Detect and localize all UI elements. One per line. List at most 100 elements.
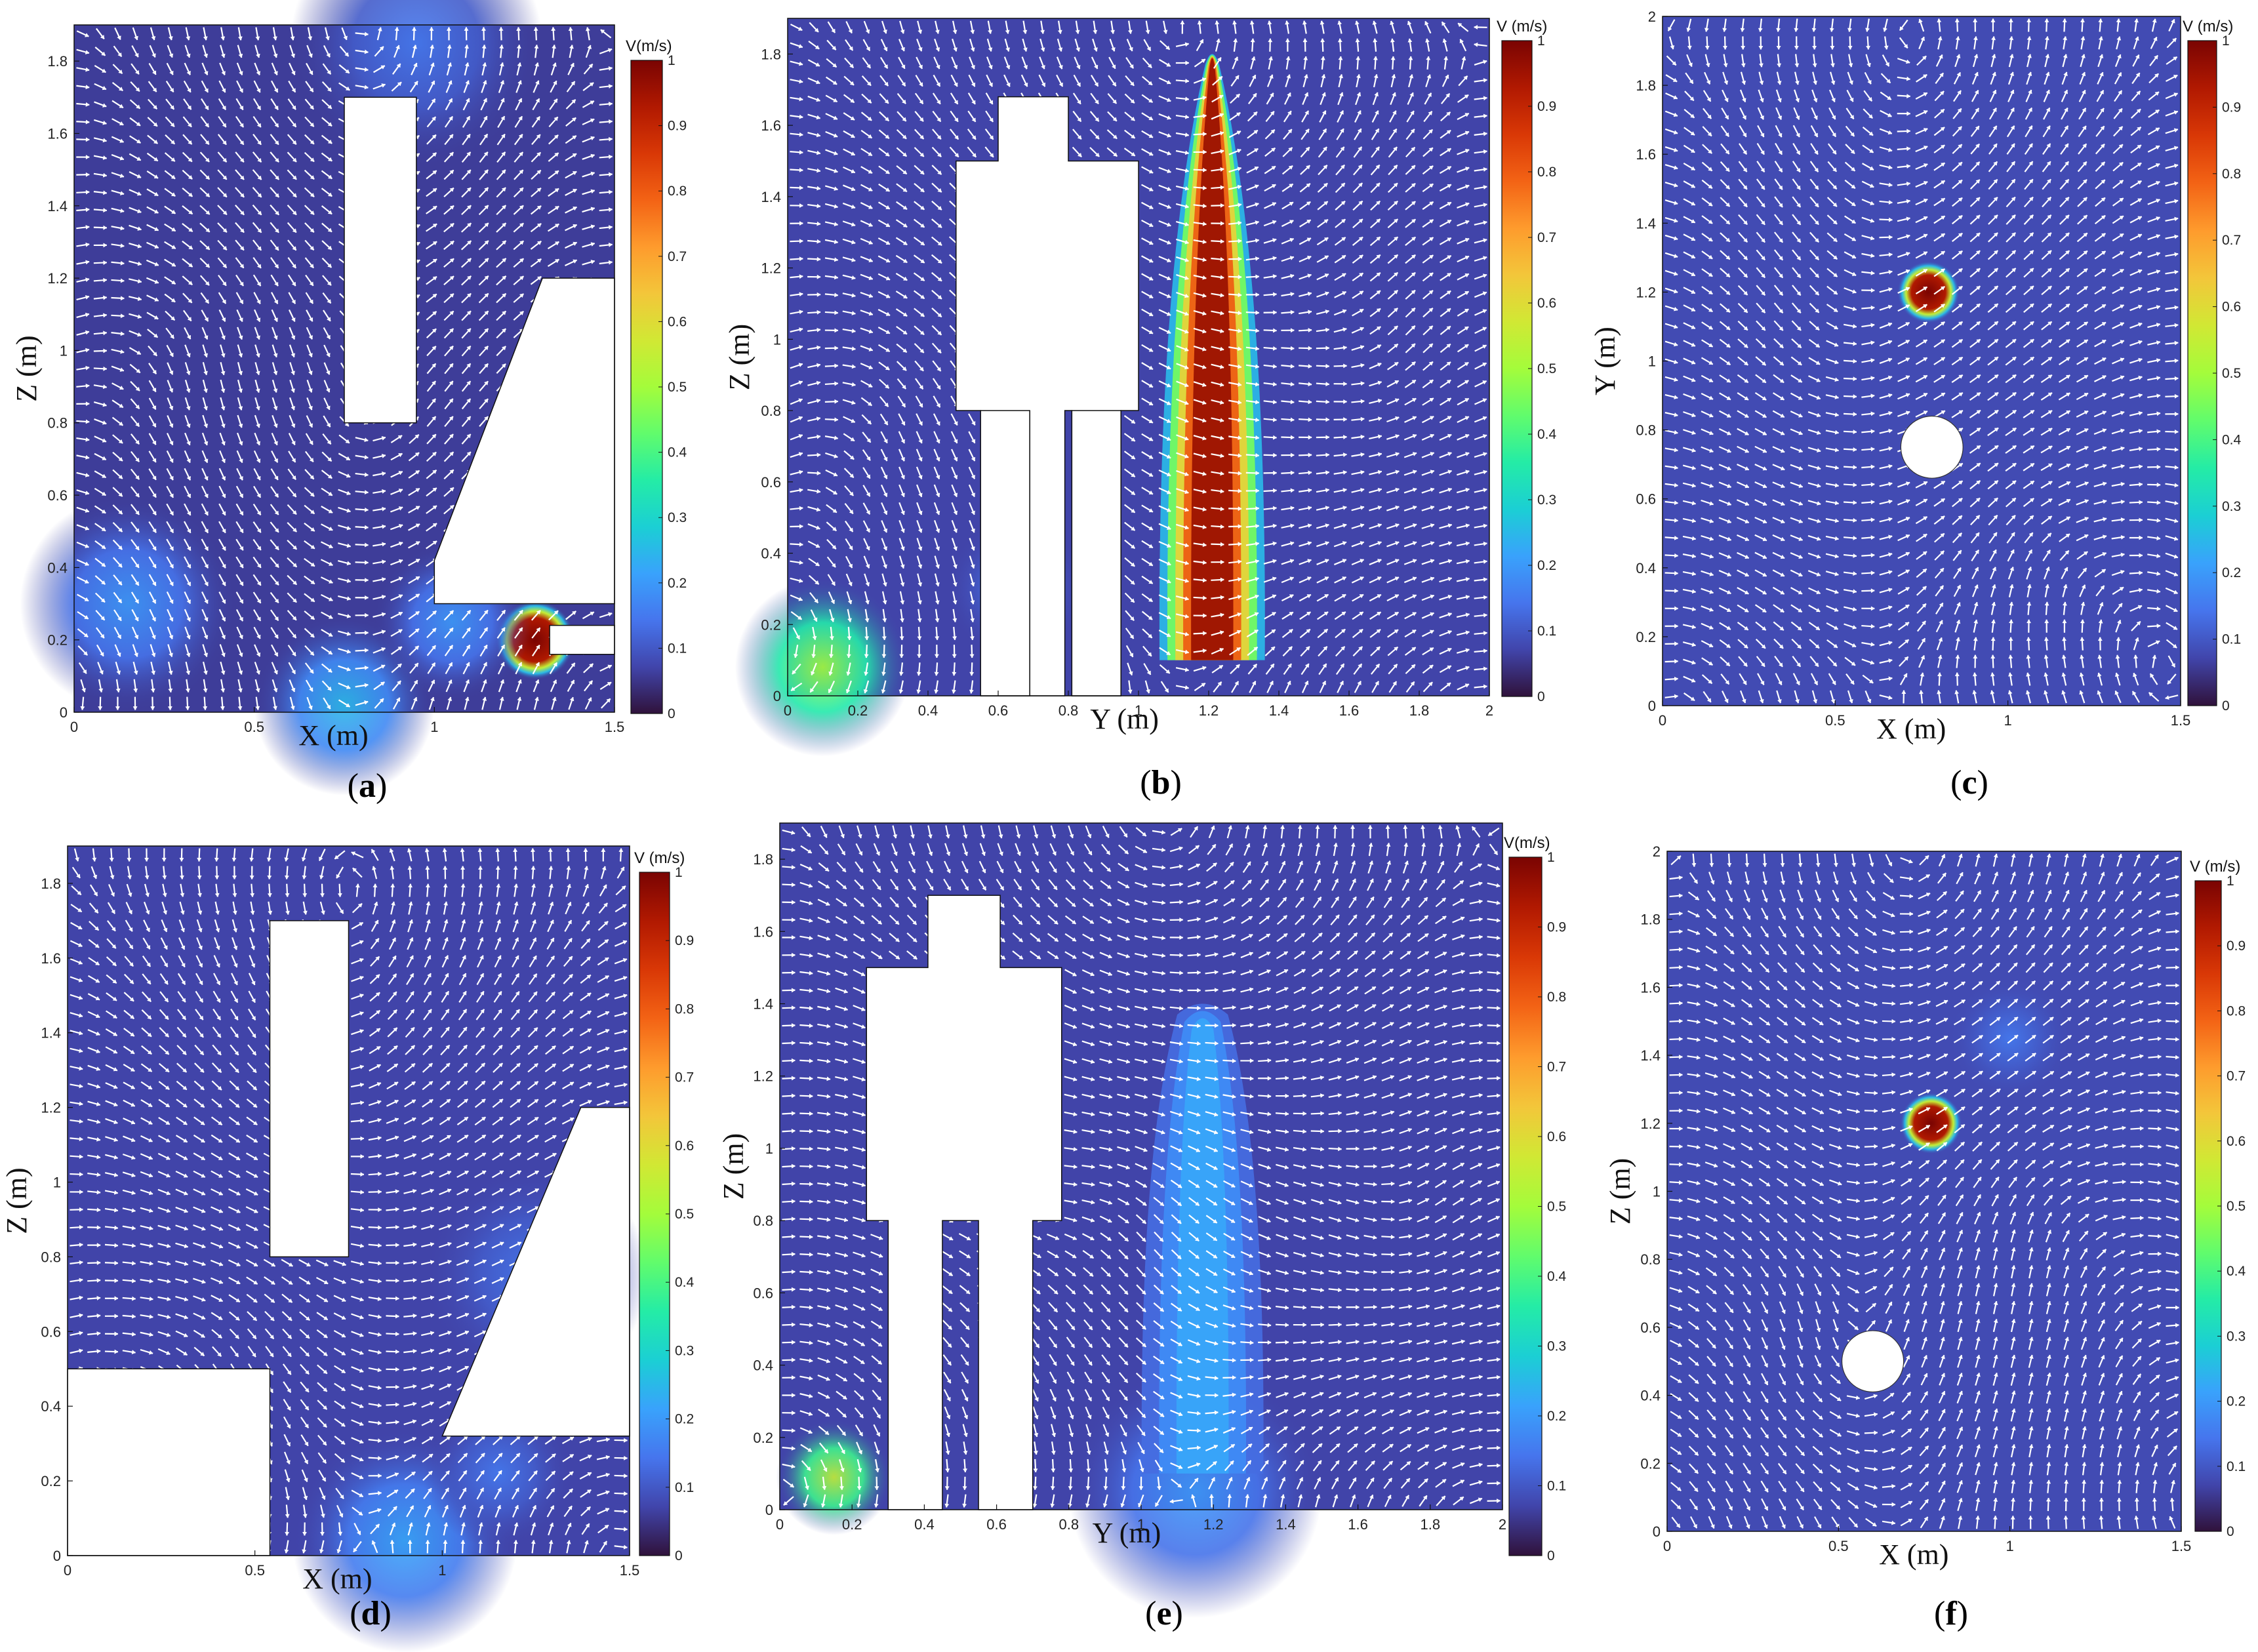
speed-hotspot <box>1948 977 2072 1100</box>
colorbar-tick-label: 0.8 <box>675 1001 694 1017</box>
y-tick-label: 1 <box>1653 1184 1661 1200</box>
colorbar-tick-label: 0.1 <box>2227 1459 2246 1474</box>
y-tick-label: 1.6 <box>1640 979 1661 996</box>
colorbar-tick-label: 0.7 <box>1547 1060 1566 1075</box>
panel-a: 0 0.5 1 1.5 0 0.2 0.4 0.6 0.8 1 1.2 1.4 1.6 1.8 X (m) Z… <box>10 0 687 805</box>
colorbar-tick-label: 0.8 <box>1547 990 1566 1005</box>
y-tick-label: 1.6 <box>47 125 68 142</box>
y-tick-label: 1.8 <box>41 876 61 892</box>
colorbar <box>639 872 670 1556</box>
x-tick-label: 0.4 <box>918 702 938 719</box>
x-tick-label: 0.8 <box>1058 702 1079 719</box>
obstacle <box>67 1368 271 1556</box>
colorbar-tick-label: 0.6 <box>668 314 687 329</box>
y-tick-label: 1.8 <box>47 53 68 70</box>
x-tick-label: 0.2 <box>848 702 868 719</box>
colorbar-tick-label: 1 <box>2227 874 2234 889</box>
y-tick-label: 0.6 <box>761 474 781 491</box>
x-tick-label: 1.4 <box>1269 702 1289 719</box>
colorbar-tick-label: 0.2 <box>668 576 687 591</box>
y-tick-label: 0.6 <box>47 487 68 504</box>
panel-caption: (d) <box>350 1595 392 1632</box>
colorbar-tick-label: 1 <box>2222 33 2230 49</box>
x-axis-label: X (m) <box>1876 713 1946 745</box>
x-tick-label: 0.5 <box>244 719 264 735</box>
y-tick-label: 0.4 <box>761 546 781 562</box>
x-tick-label: 0.5 <box>245 1562 265 1579</box>
x-tick-label: 1 <box>430 719 438 735</box>
colorbar-tick-label: 0 <box>668 706 675 721</box>
x-tick-label: 2 <box>1485 702 1493 719</box>
colorbar-tick-label: 0.6 <box>1537 296 1556 311</box>
colorbar-tick-label: 0.4 <box>675 1275 695 1290</box>
panel-caption: (a) <box>348 767 388 805</box>
y-tick-label: 1.2 <box>753 1068 773 1085</box>
colorbar-tick-label: 0.6 <box>2222 300 2241 315</box>
panel-c: 0 0.5 1 1.5 0 0.2 0.4 0.6 0.8 1 1.2 1.4 1.6 1.8 2 X (m)… <box>1589 9 2242 801</box>
x-axis-label: X (m) <box>1879 1539 1948 1571</box>
colorbar-tick-label: 0.7 <box>2227 1069 2246 1084</box>
colorbar-tick-label: 0 <box>2222 698 2230 714</box>
colorbar-tick-label: 1 <box>1537 33 1545 49</box>
colorbar-tick-label: 0.4 <box>2227 1264 2246 1279</box>
colorbar <box>2187 40 2217 706</box>
panel-caption: (c) <box>1950 764 1988 801</box>
y-tick-label: 1 <box>773 331 781 348</box>
y-tick-label: 0.4 <box>1636 560 1656 576</box>
y-tick-label: 0.2 <box>1636 629 1656 645</box>
colorbar-tick-label: 0.5 <box>2222 366 2241 381</box>
panel-b: 0 0.2 0.4 0.6 0.8 1 1.2 1.4 1.6 1.8 2 0 0.2 0.4 0.6 0.8… <box>723 18 1557 801</box>
x-tick-label: 1.8 <box>1421 1516 1441 1533</box>
y-tick-label: 0.2 <box>753 1430 773 1446</box>
obstacle <box>269 920 350 1258</box>
x-tick-label: 2 <box>1499 1516 1506 1533</box>
panel-caption: (b) <box>1140 764 1182 801</box>
obstacle <box>866 895 1062 1510</box>
y-tick-label: 0 <box>773 688 781 704</box>
x-axis-label: X (m) <box>298 719 368 752</box>
x-tick-label: 0.6 <box>986 1516 1007 1533</box>
y-tick-label: 1.2 <box>761 260 781 277</box>
x-tick-label: 1.8 <box>1409 702 1430 719</box>
colorbar-tick-label: 0.3 <box>668 510 687 525</box>
field-background <box>1667 851 2181 1531</box>
colorbar-tick-label: 0.8 <box>1537 165 1556 180</box>
y-axis-label: Z (m) <box>717 1133 750 1199</box>
y-tick-label: 0.6 <box>753 1285 773 1301</box>
y-axis-label: Z (m) <box>10 335 43 401</box>
panel-d: 0 0.5 1 1.5 0 0.2 0.4 0.6 0.8 1 1.2 1.4 1.6 1.8 X (m) Z… <box>1 845 695 1652</box>
colorbar-title: V (m/s) <box>1497 18 1547 35</box>
speed-hotspot <box>1897 261 1960 323</box>
x-tick-label: 1.5 <box>620 1562 640 1579</box>
colorbar <box>630 60 663 714</box>
x-tick-label: 1 <box>1137 1516 1145 1533</box>
colorbar-tick-label: 0.3 <box>1537 493 1556 508</box>
y-tick-label: 1.2 <box>41 1100 61 1116</box>
colorbar-tick-label: 0.2 <box>675 1412 694 1427</box>
y-tick-label: 0.8 <box>1640 1251 1661 1268</box>
colorbar-tick-label: 0.2 <box>2227 1394 2246 1409</box>
y-tick-label: 0.2 <box>761 616 781 633</box>
y-tick-label: 1 <box>1648 353 1656 370</box>
y-tick-label: 1.4 <box>1640 1047 1661 1064</box>
obstacle <box>1071 410 1121 696</box>
y-tick-label: 1.4 <box>41 1025 61 1041</box>
y-tick-label: 1.2 <box>1640 1116 1661 1132</box>
y-axis-label: Z (m) <box>1 1167 33 1234</box>
colorbar-tick-label: 0.6 <box>2227 1134 2246 1149</box>
plot-frame <box>67 845 630 1556</box>
colorbar-tick-label: 1 <box>1547 850 1555 865</box>
colorbar-tick-label: 0.2 <box>1537 558 1556 573</box>
x-tick-label: 1.2 <box>1199 702 1219 719</box>
panel-f: 0 0.5 1 1.5 0 0.2 0.4 0.6 0.8 1 1.2 1.4 1.6 1.8 2 X (m)… <box>1604 843 2246 1632</box>
y-tick-label: 0 <box>765 1502 773 1518</box>
x-tick-label: 0.4 <box>914 1516 935 1533</box>
y-tick-label: 0.8 <box>761 403 781 419</box>
x-tick-label: 0 <box>784 702 792 719</box>
colorbar-tick-label: 0.8 <box>2222 167 2241 182</box>
y-tick-label: 1.4 <box>753 996 773 1013</box>
y-tick-label: 1.8 <box>1636 77 1656 94</box>
colorbar-tick-label: 0.2 <box>2222 565 2241 580</box>
y-tick-label: 0.6 <box>41 1323 61 1340</box>
colorbar-title: V (m/s) <box>2190 858 2240 876</box>
